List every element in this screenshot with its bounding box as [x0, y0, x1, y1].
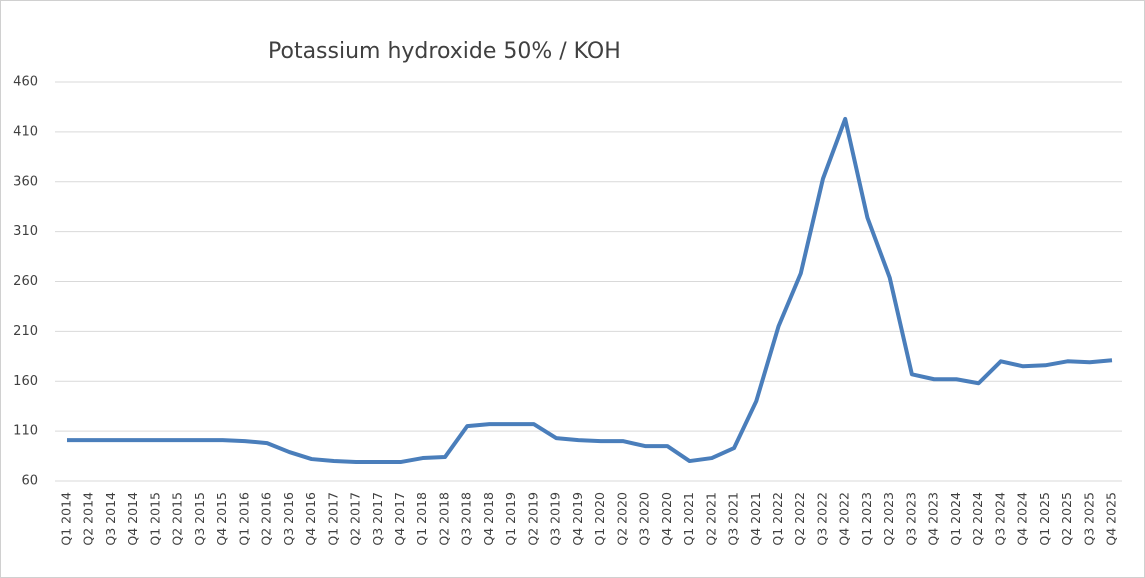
chart-title: Potassium hydroxide 50% / KOH [268, 39, 621, 64]
x-tick-label: Q4 2022 [837, 492, 852, 546]
x-tick-label: Q2 2022 [792, 492, 807, 546]
x-tick-label: Q3 2023 [903, 492, 918, 546]
y-tick-label: 360 [13, 174, 38, 189]
series-line [67, 116, 1113, 465]
x-tick-label: Q4 2025 [1104, 492, 1119, 546]
x-tick-label: Q4 2019 [570, 492, 585, 546]
x-tick-label: Q3 2024 [992, 492, 1007, 546]
y-tick-label: 110 [13, 424, 38, 439]
y-tick-label: 160 [13, 374, 38, 389]
y-tick-label: 310 [13, 224, 38, 239]
x-tick-label: Q3 2018 [459, 492, 474, 546]
x-tick-label: Q4 2023 [926, 492, 941, 546]
x-tick-label: Q1 2019 [503, 492, 518, 546]
x-tick-label: Q3 2021 [726, 492, 741, 546]
y-tick-label: 410 [13, 124, 38, 139]
x-tick-label: Q3 2020 [637, 492, 652, 546]
x-tick-label: Q4 2017 [392, 492, 407, 546]
x-tick-label: Q4 2018 [481, 492, 496, 546]
x-tick-label: Q2 2021 [703, 492, 718, 546]
x-tick-label: Q2 2024 [970, 492, 985, 546]
x-tick-label: Q1 2022 [770, 492, 785, 546]
x-tick-label: Q1 2020 [592, 492, 607, 546]
x-tick-label: Q3 2025 [1081, 492, 1096, 546]
x-tick-label: Q4 2021 [748, 492, 763, 546]
x-tick-label: Q3 2014 [103, 492, 118, 546]
x-tick-label: Q1 2024 [948, 492, 963, 546]
x-tick-label: Q2 2020 [614, 492, 629, 546]
x-tick-label: Q3 2015 [192, 492, 207, 546]
x-tick-label: Q4 2016 [303, 492, 318, 546]
x-tick-label: Q3 2017 [370, 492, 385, 546]
x-tick-label: Q1 2016 [236, 492, 251, 546]
y-tick-label: 460 [13, 75, 38, 90]
x-tick-label: Q2 2023 [881, 492, 896, 546]
x-tick-label: Q4 2024 [1015, 492, 1030, 546]
x-tick-label: Q3 2022 [814, 492, 829, 546]
x-tick-label: Q3 2019 [548, 492, 563, 546]
x-tick-label: Q4 2014 [125, 492, 140, 546]
x-tick-label: Q1 2018 [414, 492, 429, 546]
x-tick-label: Q1 2014 [59, 492, 74, 546]
x-tick-label: Q1 2021 [681, 492, 696, 546]
x-tick-label: Q2 2019 [525, 492, 540, 546]
x-tick-label: Q3 2016 [281, 492, 296, 546]
x-tick-label: Q2 2017 [348, 492, 363, 546]
x-tick-label: Q1 2017 [325, 492, 340, 546]
x-tick-label: Q2 2025 [1059, 492, 1074, 546]
x-tick-label: Q1 2023 [859, 492, 874, 546]
y-tick-label: 60 [21, 474, 38, 489]
x-tick-label: Q2 2014 [81, 492, 96, 546]
x-tick-label: Q2 2015 [170, 492, 185, 546]
y-tick-label: 260 [13, 274, 38, 289]
x-tick-label: Q4 2020 [659, 492, 674, 546]
x-tick-label: Q1 2025 [1037, 492, 1052, 546]
x-tick-label: Q2 2016 [259, 492, 274, 546]
y-tick-label: 210 [13, 324, 38, 339]
x-tick-label: Q2 2018 [436, 492, 451, 546]
x-tick-label: Q1 2015 [147, 492, 162, 546]
x-tick-label: Q4 2015 [214, 492, 229, 546]
